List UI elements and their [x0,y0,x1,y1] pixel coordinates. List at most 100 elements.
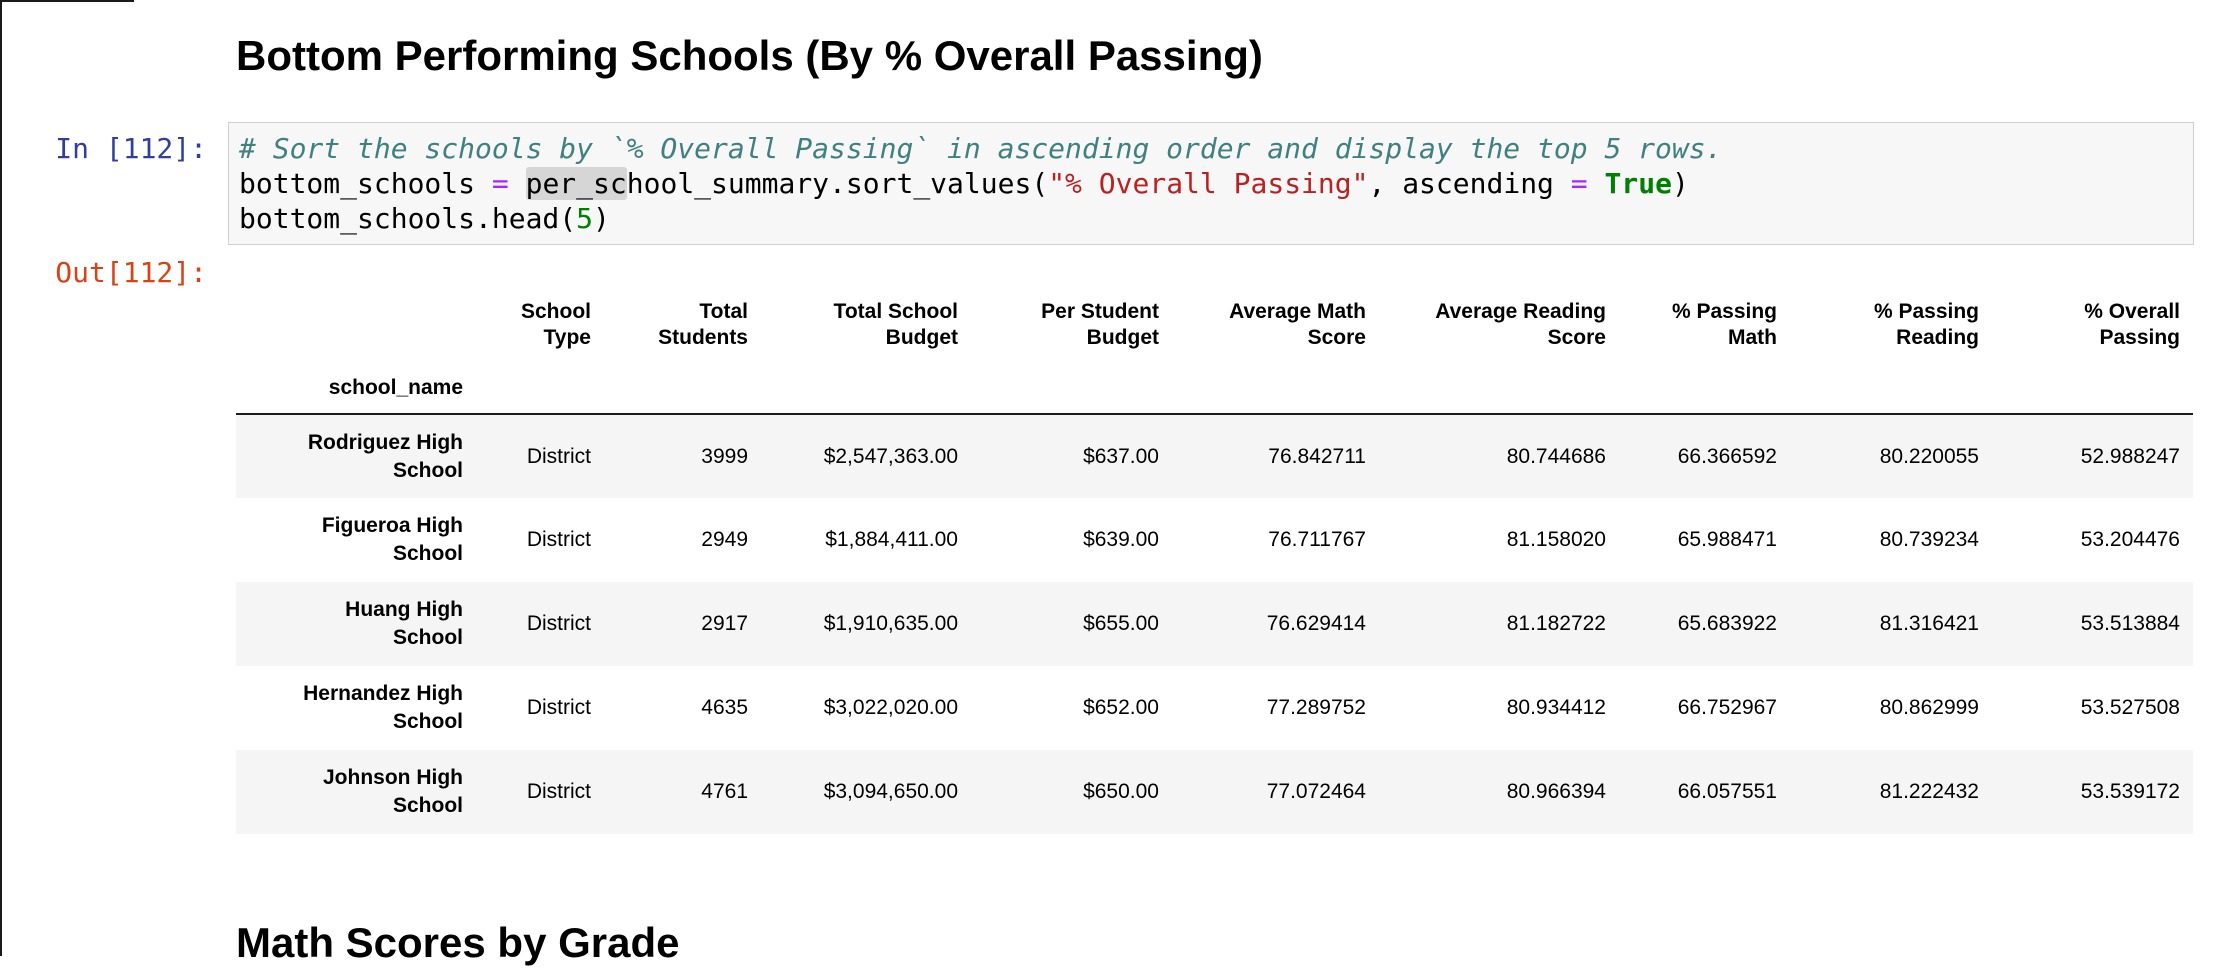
code-line: # Sort the schools by `% Overall Passing… [239,131,2183,166]
table-cell: $1,910,635.00 [823,612,958,636]
table-cell: 53.513884 [2080,612,2180,636]
code-token: bottom_schools [239,167,492,201]
code-token-selected: per_sc [525,167,627,201]
code-token: = [491,167,509,201]
empty-header-cell [1379,359,1619,416]
table-cell: 76.629414 [1266,612,1366,636]
table-cell: 52.988247 [2080,444,2180,468]
table-cell: 53.204476 [2080,528,2180,552]
code-line: bottom_schools = per_school_summary.sort… [239,166,2183,201]
table-cell: $2,547,363.00 [823,444,958,468]
column-header: Average Math Score [1229,300,1366,350]
code-token: = [1570,167,1588,201]
column-header: % Overall Passing [2084,300,2180,350]
empty-header-cell [1172,359,1379,416]
code-editor[interactable]: # Sort the schools by `% Overall Passing… [228,122,2194,246]
row-index: Rodriguez High School [307,430,463,482]
code-token [509,167,526,200]
table-cell: District [526,696,591,720]
code-token: ) [593,202,610,236]
output-cell: Out[112]: School Type Total Students Total… [0,255,2238,835]
input-prompt[interactable]: In [112]: [55,132,207,166]
input-cell: In [112]: # Sort the schools by `% Overa… [0,122,2238,246]
table-cell: District [526,528,591,552]
row-index: Johnson High School [323,766,463,818]
table-cell: $3,094,650.00 [823,780,958,804]
table-cell: 66.752967 [1677,696,1777,720]
table-body: Rodriguez High School District 3999 $2,547,… [236,414,2193,835]
table-row: Hernandez High School District 4635 $3,022,… [236,666,2193,750]
table-cell: $650.00 [1083,780,1159,804]
code-token: 5 [576,202,594,236]
column-header: % Passing Math [1671,300,1777,350]
heading-math-scores-by-grade[interactable]: Math Scores by Grade [236,919,680,967]
dataframe-table: School Type Total Students Total School Bu… [236,285,2193,835]
table-cell: 76.711767 [1268,528,1366,552]
table-cell: 66.366592 [1677,444,1777,468]
table-cell: District [526,612,591,636]
output-area: School Type Total Students Total School Bu… [236,255,2238,835]
code-token: bottom_schools.head( [239,202,577,236]
table-cell: 4761 [701,780,748,804]
table-cell: $1,884,411.00 [825,528,958,552]
table-cell: 76.842711 [1268,444,1366,468]
empty-header-cell [971,359,1172,416]
empty-header-cell [1619,359,1790,416]
heading-bottom-performing-schools[interactable]: Bottom Performing Schools (By % Overall … [236,32,1263,79]
corner-cell [236,285,476,359]
table-cell: 80.220055 [1879,444,1979,468]
table-cell: 2949 [701,528,748,552]
code-token: , ascending [1368,167,1571,201]
empty-header-cell [761,359,971,416]
row-index: Figueroa High School [321,514,463,566]
table-cell: 65.988471 [1677,528,1777,552]
code-token: ) [1671,167,1689,201]
table-cell: 53.527508 [2080,696,2180,720]
empty-header-cell [1790,359,1992,416]
table-cell: 77.072464 [1266,780,1366,804]
row-index: Huang High School [345,598,463,650]
empty-header-cell [1992,359,2193,416]
output-prompt[interactable]: Out[112]: [55,256,207,290]
top-border-line [0,0,134,2]
table-cell: 81.182722 [1506,612,1606,636]
column-header: Total Students [658,300,748,350]
table-cell: $655.00 [1083,612,1159,636]
table-row: Figueroa High School District 2949 $1,884,4… [236,498,2193,582]
table-row: Rodriguez High School District 3999 $2,547,… [236,414,2193,499]
code-token [1588,167,1605,200]
table-cell: District [526,444,591,468]
table-head: School Type Total Students Total School Bu… [236,285,2193,416]
table-cell: 53.539172 [2080,780,2180,804]
table-cell: 80.744686 [1506,444,1606,468]
table-cell: 66.057551 [1677,780,1777,804]
table-cell: 81.222432 [1879,780,1979,804]
index-name-row: school_name [236,359,2193,416]
table-cell: 2917 [701,612,748,636]
table-cell: 3999 [701,444,748,468]
column-header: School Type [520,300,591,350]
code-token: True [1604,167,1672,201]
table-cell: 80.739234 [1879,528,1979,552]
table-cell: 80.966394 [1506,780,1606,804]
table-cell: District [526,780,591,804]
table-cell: 81.316421 [1879,612,1979,636]
table-cell: $639.00 [1083,528,1159,552]
left-border-line [0,0,2,956]
code-token: "% Overall Passing" [1048,167,1369,201]
table-row: Johnson High School District 4761 $3,094,65… [236,750,2193,835]
empty-header-cell [476,359,604,416]
empty-header-cell [604,359,761,416]
index-name: school_name [236,359,476,416]
column-header: Average Reading Score [1435,300,1606,350]
table-cell: $652.00 [1083,696,1159,720]
column-header: Per Student Budget [1041,300,1159,350]
table-cell: $637.00 [1083,444,1159,468]
table-cell: 80.934412 [1506,696,1606,720]
table-cell: 81.158020 [1506,528,1606,552]
code-token: # Sort the schools by `% Overall Passing… [239,132,1723,166]
row-index: Hernandez High School [303,682,463,734]
table-cell: 80.862999 [1879,696,1979,720]
column-header: Total School Budget [833,300,958,350]
